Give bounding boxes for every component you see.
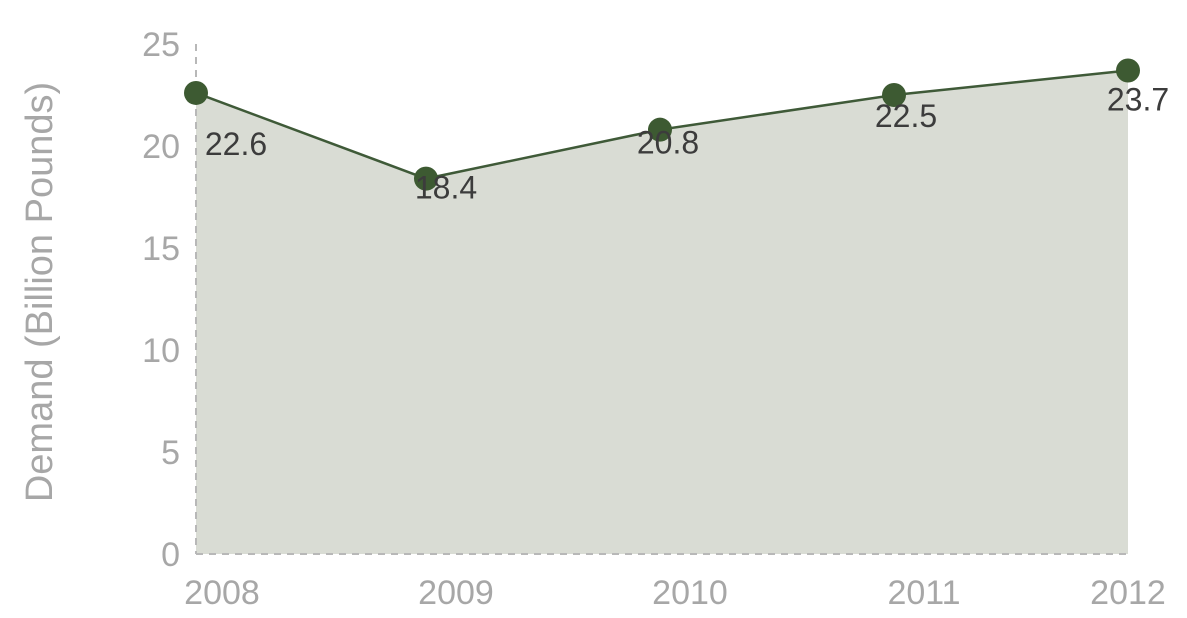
area-layer (196, 70, 1128, 555)
point-layer (184, 58, 1140, 191)
data-label-2011: 22.5 (875, 98, 937, 134)
data-point-2008[interactable] (184, 80, 208, 105)
x-tick-label-2008: 2008 (184, 574, 260, 612)
x-tick-label-2010: 2010 (652, 574, 728, 612)
data-label-2010: 20.8 (637, 125, 699, 161)
data-point-2010[interactable] (648, 117, 672, 142)
area-fill (196, 70, 1128, 555)
y-tick-label-0: 0 (161, 536, 180, 574)
y-tick-label-10: 10 (142, 332, 180, 370)
x-tick-label-2012: 2012 (1090, 574, 1166, 612)
y-tick-label-20: 20 (142, 128, 180, 166)
data-point-2009[interactable] (414, 166, 438, 191)
data-label-2012: 23.7 (1107, 82, 1169, 118)
data-label-2008: 22.6 (205, 126, 267, 162)
data-label-2009: 18.4 (415, 170, 477, 206)
data-point-2011[interactable] (882, 83, 906, 107)
axis-layer (195, 44, 1128, 555)
data-point-2012[interactable] (1116, 58, 1140, 83)
y-tick-labels: 0 5 10 15 20 25 (142, 26, 180, 574)
x-tick-label-2009: 2009 (418, 574, 494, 612)
y-tick-label-25: 25 (142, 26, 180, 64)
y-tick-label-15: 15 (142, 230, 180, 268)
x-tick-label-2011: 2011 (887, 574, 960, 612)
label-layer: 22.6 18.4 20.8 22.5 23.7 (205, 82, 1169, 206)
y-tick-label-5: 5 (161, 434, 180, 472)
x-tick-labels: 2008 2009 2010 2011 2012 (184, 574, 1166, 612)
y-axis-title: Demand (Billion Pounds) (19, 82, 61, 502)
